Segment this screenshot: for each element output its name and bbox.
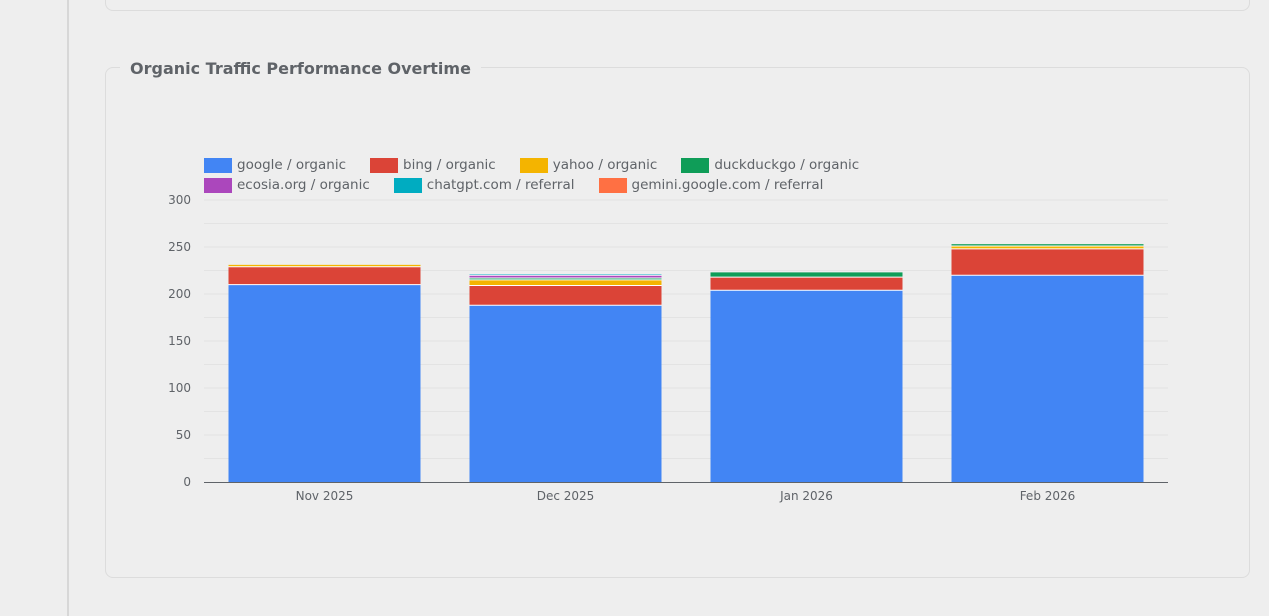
legend-item[interactable]: chatgpt.com / referral	[393, 177, 575, 193]
x-tick-label: Nov 2025	[296, 489, 354, 503]
bar-segment	[469, 285, 662, 306]
legend-label: gemini.google.com / referral	[631, 177, 824, 193]
legend-item[interactable]: ecosia.org / organic	[204, 177, 370, 193]
legend-label: duckduckgo / organic	[714, 157, 860, 173]
legend-label: chatgpt.com / referral	[426, 177, 575, 193]
legend-item[interactable]: google / organic	[204, 157, 346, 173]
previous-card	[105, 0, 1250, 11]
legend-item[interactable]: bing / organic	[370, 157, 496, 173]
x-tick-label: Feb 2026	[1020, 489, 1076, 503]
bar-segment	[228, 284, 421, 482]
x-tick-label: Dec 2025	[537, 489, 595, 503]
bar-segment	[228, 266, 421, 285]
legend-label: yahoo / organic	[552, 157, 658, 173]
legend-swatch	[204, 157, 232, 173]
x-tick-label: Jan 2026	[779, 489, 833, 503]
legend-item[interactable]: duckduckgo / organic	[681, 157, 859, 173]
y-tick-label: 0	[183, 475, 191, 489]
legend-item[interactable]: yahoo / organic	[519, 157, 658, 173]
legend-label: bing / organic	[403, 157, 496, 173]
legend-label: google / organic	[237, 157, 346, 173]
legend-swatch	[681, 157, 710, 173]
bar-segment	[469, 275, 662, 279]
bar-segment	[469, 305, 662, 482]
legend-swatch	[519, 157, 548, 173]
bar-segment	[951, 275, 1144, 482]
legend-swatch	[204, 177, 232, 193]
legend-swatch	[370, 157, 398, 173]
bar-segment	[951, 248, 1144, 276]
bar-segment	[469, 278, 662, 280]
bar-segment	[951, 246, 1144, 249]
bar-segment	[710, 277, 903, 291]
chart-title: Organic Traffic Performance Overtime	[120, 57, 481, 81]
legend-swatch	[393, 177, 422, 193]
bar-segment	[469, 279, 662, 286]
legend-item[interactable]: gemini.google.com / referral	[598, 177, 824, 193]
legend-swatch	[598, 177, 627, 193]
y-tick-label: 100	[168, 381, 191, 395]
y-tick-label: 50	[176, 428, 191, 442]
y-tick-label: 200	[168, 287, 191, 301]
sidebar-divider	[67, 0, 69, 616]
y-tick-label: 300	[168, 193, 191, 207]
chart-legend: google / organic bing / organic yahoo / or…	[204, 157, 1064, 193]
bar-segment	[710, 290, 903, 482]
y-tick-label: 250	[168, 240, 191, 254]
y-tick-label: 150	[168, 334, 191, 348]
bar-segment	[710, 272, 903, 278]
bar-segment	[951, 244, 1144, 247]
bar-segment	[228, 264, 421, 267]
legend-label: ecosia.org / organic	[237, 177, 370, 193]
